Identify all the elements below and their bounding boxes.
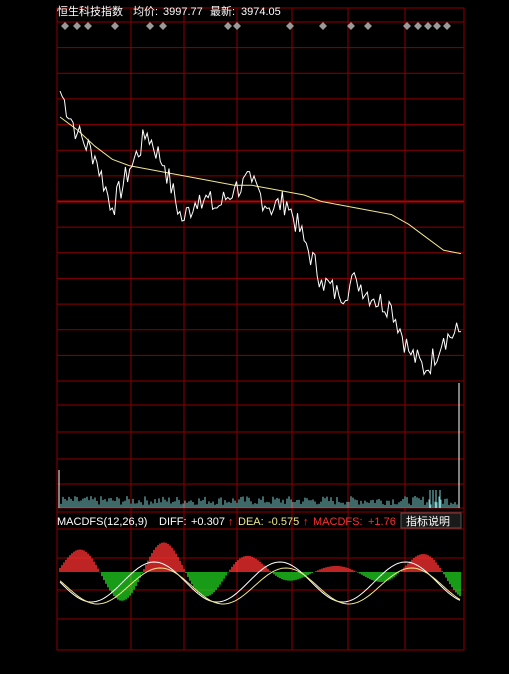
price-series-line [59, 90, 462, 376]
marker-diamond-icon [84, 22, 92, 30]
chart-frame [56, 7, 465, 651]
macd-diff-value: +0.307 [191, 516, 225, 528]
avg-price-line [59, 116, 462, 255]
macd-lines [59, 561, 461, 605]
marker-diamond-icon [414, 22, 422, 30]
chart-grid [56, 7, 465, 651]
marker-diamond-icon [224, 22, 232, 30]
price-line [59, 90, 462, 376]
marker-diamond-icon [319, 22, 327, 30]
marker-diamond-icon [403, 22, 411, 30]
macd-fs-label: MACDFS: [313, 516, 363, 528]
marker-diamond-icon [364, 22, 372, 30]
last-value: 3974.05 [241, 6, 281, 18]
avg-label: 均价: [133, 5, 158, 18]
avg-value: 3997.77 [163, 6, 203, 18]
macd-dea-line [59, 567, 461, 605]
marker-diamond-icon [443, 22, 451, 30]
volume-bars [58, 383, 460, 508]
marker-diamond-icon [347, 22, 355, 30]
macd-histogram [59, 542, 461, 601]
up-arrow-icon: ↑ [303, 516, 309, 528]
indicator-help-button[interactable] [400, 512, 462, 529]
indicator-help-label[interactable]: 指标说明 [406, 514, 450, 528]
marker-diamond-icon [73, 22, 81, 30]
macd-title: MACDFS(12,26,9) [57, 516, 147, 528]
macd-dea-value: -0.575 [268, 516, 299, 528]
marker-diamond-icon [61, 22, 69, 30]
last-label: 最新: [210, 4, 235, 18]
macd-fs-value: +1.76 [368, 516, 396, 528]
marker-diamond-icon [424, 22, 432, 30]
avg-series-line [59, 116, 462, 255]
marker-diamond-icon [433, 22, 441, 30]
marker-diamond-icon [159, 22, 167, 30]
marker-diamond-icon [111, 22, 119, 30]
marker-diamond-icon [233, 22, 241, 30]
marker-diamond-icon [146, 22, 154, 30]
macd-diff-label: DIFF: [159, 516, 187, 528]
event-markers[interactable] [61, 22, 451, 30]
marker-diamond-icon [286, 22, 294, 30]
index-name: 恒生科技指数 [57, 4, 123, 18]
macd-diff-line [59, 561, 461, 603]
macd-dea-label: DEA: [238, 516, 264, 528]
up-arrow-icon: ↑ [228, 516, 234, 528]
